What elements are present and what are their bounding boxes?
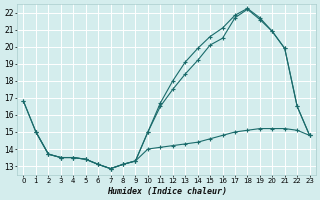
X-axis label: Humidex (Indice chaleur): Humidex (Indice chaleur) [107, 187, 227, 196]
